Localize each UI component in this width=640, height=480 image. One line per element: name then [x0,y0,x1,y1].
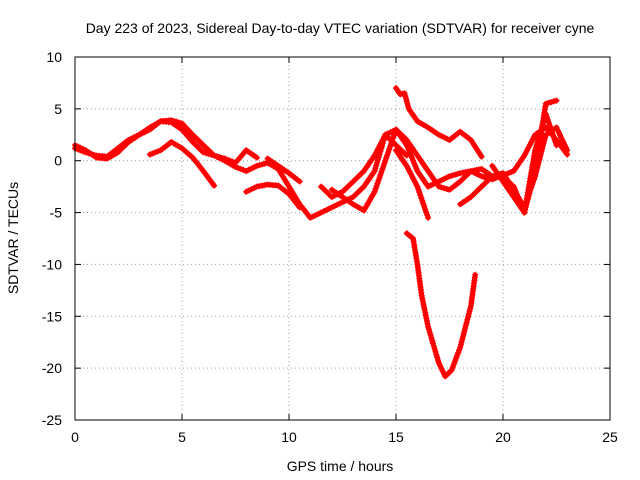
series-markers [243,181,303,211]
series-sat-i [393,147,432,221]
y-tick-label: 5 [54,101,62,117]
series-markers [393,147,432,221]
series-track [404,230,478,379]
x-tick-label: 25 [602,429,618,445]
series-markers [146,139,218,189]
x-tick-label: 10 [281,429,297,445]
plot-frame [74,56,611,421]
y-tick-label: 0 [54,153,62,169]
y-tick-label: -5 [50,205,63,221]
series-markers [489,111,560,216]
series-sat-d [243,181,303,211]
y-tick-label: -10 [42,256,62,272]
series-markers [264,155,303,185]
series-sat-c [146,139,218,189]
y-axis-label: SDTVAR / TECUs [5,182,21,294]
series-sat-h [393,85,485,160]
chart-title: Day 223 of 2023, Sidereal Day-to-day VTE… [86,20,595,36]
series-markers [393,85,485,160]
x-tick-label: 15 [388,429,404,445]
x-tick-label: 5 [178,429,186,445]
x-axis-label: GPS time / hours [287,458,394,474]
y-tick-label: -25 [42,412,62,428]
y-tick-label: 10 [46,49,62,65]
x-tick-label: 0 [71,429,79,445]
series-track [265,156,303,184]
axis-layer: 0 5 10 15 20 25 -25 -20 -15 -10 -5 0 5 10 [42,49,618,445]
series-layer [72,85,571,380]
series-sat-j [403,230,479,380]
y-tick-label: -20 [42,360,62,376]
x-tick-label: 20 [495,429,511,445]
series-sat-e [264,155,303,185]
series-markers [403,230,479,380]
grid-layer [75,57,610,420]
y-tick-label: -15 [42,308,62,324]
series-sat-l [489,111,560,216]
